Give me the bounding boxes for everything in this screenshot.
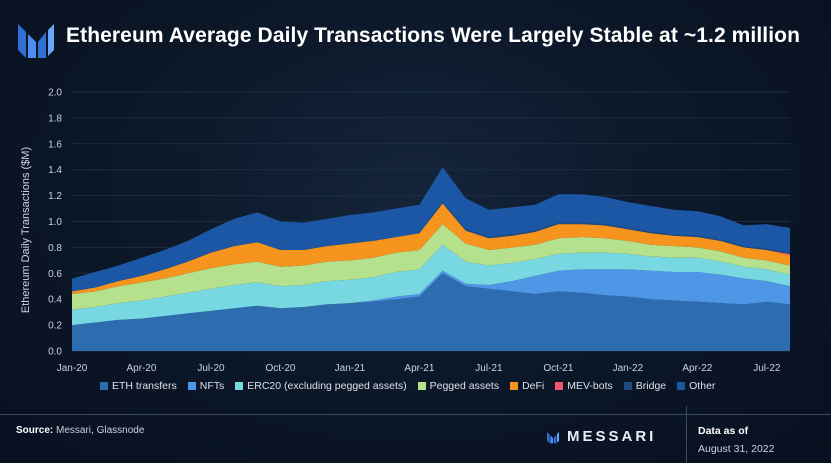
- y-tick-label: 0.0: [48, 347, 62, 358]
- legend-swatch: [623, 382, 632, 390]
- source-note: Source: Messari, Glassnode: [16, 425, 144, 436]
- y-tick-label: 1.2: [48, 191, 62, 202]
- series-area-defi: [72, 203, 790, 294]
- y-tick-label: 1.4: [48, 165, 62, 176]
- legend-swatch: [677, 382, 686, 390]
- legend-swatch: [235, 382, 244, 390]
- x-tick-label: Jul-22: [753, 363, 781, 374]
- messari-logo: [18, 24, 54, 58]
- x-tick-label: Apr-21: [404, 363, 434, 374]
- legend-label: ETH transfers: [112, 380, 177, 392]
- series-area-pegged: [72, 224, 790, 310]
- legend: ETH transfers NFTs ERC20 (excluding pegged…: [100, 380, 715, 392]
- legend-label: Bridge: [635, 380, 667, 392]
- footer-vertical-divider: [686, 406, 687, 463]
- y-tick-label: 0.4: [48, 295, 62, 306]
- data-as-of-label: Data as of: [698, 425, 749, 437]
- y-axis-label: Ethereum Daily Transactions ($M): [20, 147, 32, 313]
- legend-label: Other: [689, 380, 716, 392]
- y-axis-ticks: 0.0 0.2 0.4 0.6 0.8 1.0 1.2 1.4 1.6 1.8 2.0: [48, 88, 62, 358]
- y-tick-label: 1.8: [48, 113, 62, 124]
- messari-small-logo: [547, 431, 559, 443]
- x-tick-label: Jul-21: [475, 363, 503, 374]
- x-tick-label: Jan-21: [335, 363, 366, 374]
- y-tick-label: 0.2: [48, 321, 62, 332]
- x-tick-label: Jul-20: [197, 363, 225, 374]
- series-area-other: [72, 167, 790, 292]
- chart-area: 0.0 0.2 0.4 0.6 0.8 1.0 1.2 1.4 1.6 1.8 2.0 Jan-20…: [20, 88, 790, 374]
- x-tick-label: Apr-20: [126, 363, 156, 374]
- legend-label: NFTs: [199, 380, 225, 392]
- brand-footer: MESSARI: [545, 428, 656, 445]
- legend-item-pegged: Pegged assets: [417, 380, 500, 392]
- legend-label: MEV-bots: [567, 380, 613, 392]
- brand-name: MESSARI: [567, 428, 657, 445]
- legend-swatch: [100, 382, 108, 390]
- y-tick-label: 2.0: [48, 88, 62, 99]
- legend-label: DeFi: [522, 380, 545, 392]
- y-tick-label: 0.6: [48, 269, 62, 280]
- y-tick-label: 1.6: [48, 139, 62, 150]
- legend-item-nfts: NFTs: [187, 380, 225, 392]
- legend-label: ERC20 (excluding pegged assets): [247, 380, 407, 392]
- legend-item-mev: MEV-bots: [555, 380, 613, 392]
- legend-item-bridge: Bridge: [623, 380, 667, 392]
- stacked-areas: [72, 167, 790, 351]
- legend-swatch: [510, 382, 519, 390]
- series-area-eth-transfers: [72, 273, 790, 351]
- x-tick-label: Oct-21: [543, 363, 573, 374]
- chart-title: Ethereum Average Daily Transactions Were…: [66, 24, 801, 47]
- legend-item-other: Other: [677, 380, 715, 392]
- x-tick-label: Apr-22: [682, 363, 712, 374]
- x-tick-label: Jan-22: [613, 363, 644, 374]
- legend-swatch: [555, 382, 564, 390]
- series-area-nfts: [72, 269, 790, 326]
- y-tick-label: 1.0: [48, 217, 62, 228]
- x-axis-ticks: Jan-20 Apr-20 Jul-20 Oct-20 Jan-21 Apr-21 Jul-…: [57, 363, 781, 374]
- legend-label: Pegged assets: [429, 380, 500, 392]
- x-tick-label: Oct-20: [265, 363, 295, 374]
- footer-divider: [0, 414, 831, 415]
- legend-item-erc20: ERC20 (excluding pegged assets): [235, 380, 407, 392]
- data-as-of-date: August 31, 2022: [698, 443, 775, 455]
- source-text: Messari, Glassnode: [56, 425, 145, 436]
- legend-item-eth-transfers: ETH transfers: [100, 380, 177, 392]
- legend-swatch: [417, 382, 426, 390]
- legend-swatch: [187, 382, 196, 390]
- y-tick-label: 0.8: [48, 243, 62, 254]
- series-area-erc20: [72, 244, 790, 326]
- source-label: Source:: [16, 425, 54, 436]
- x-tick-label: Jan-20: [57, 363, 88, 374]
- legend-item-defi: DeFi: [510, 380, 544, 392]
